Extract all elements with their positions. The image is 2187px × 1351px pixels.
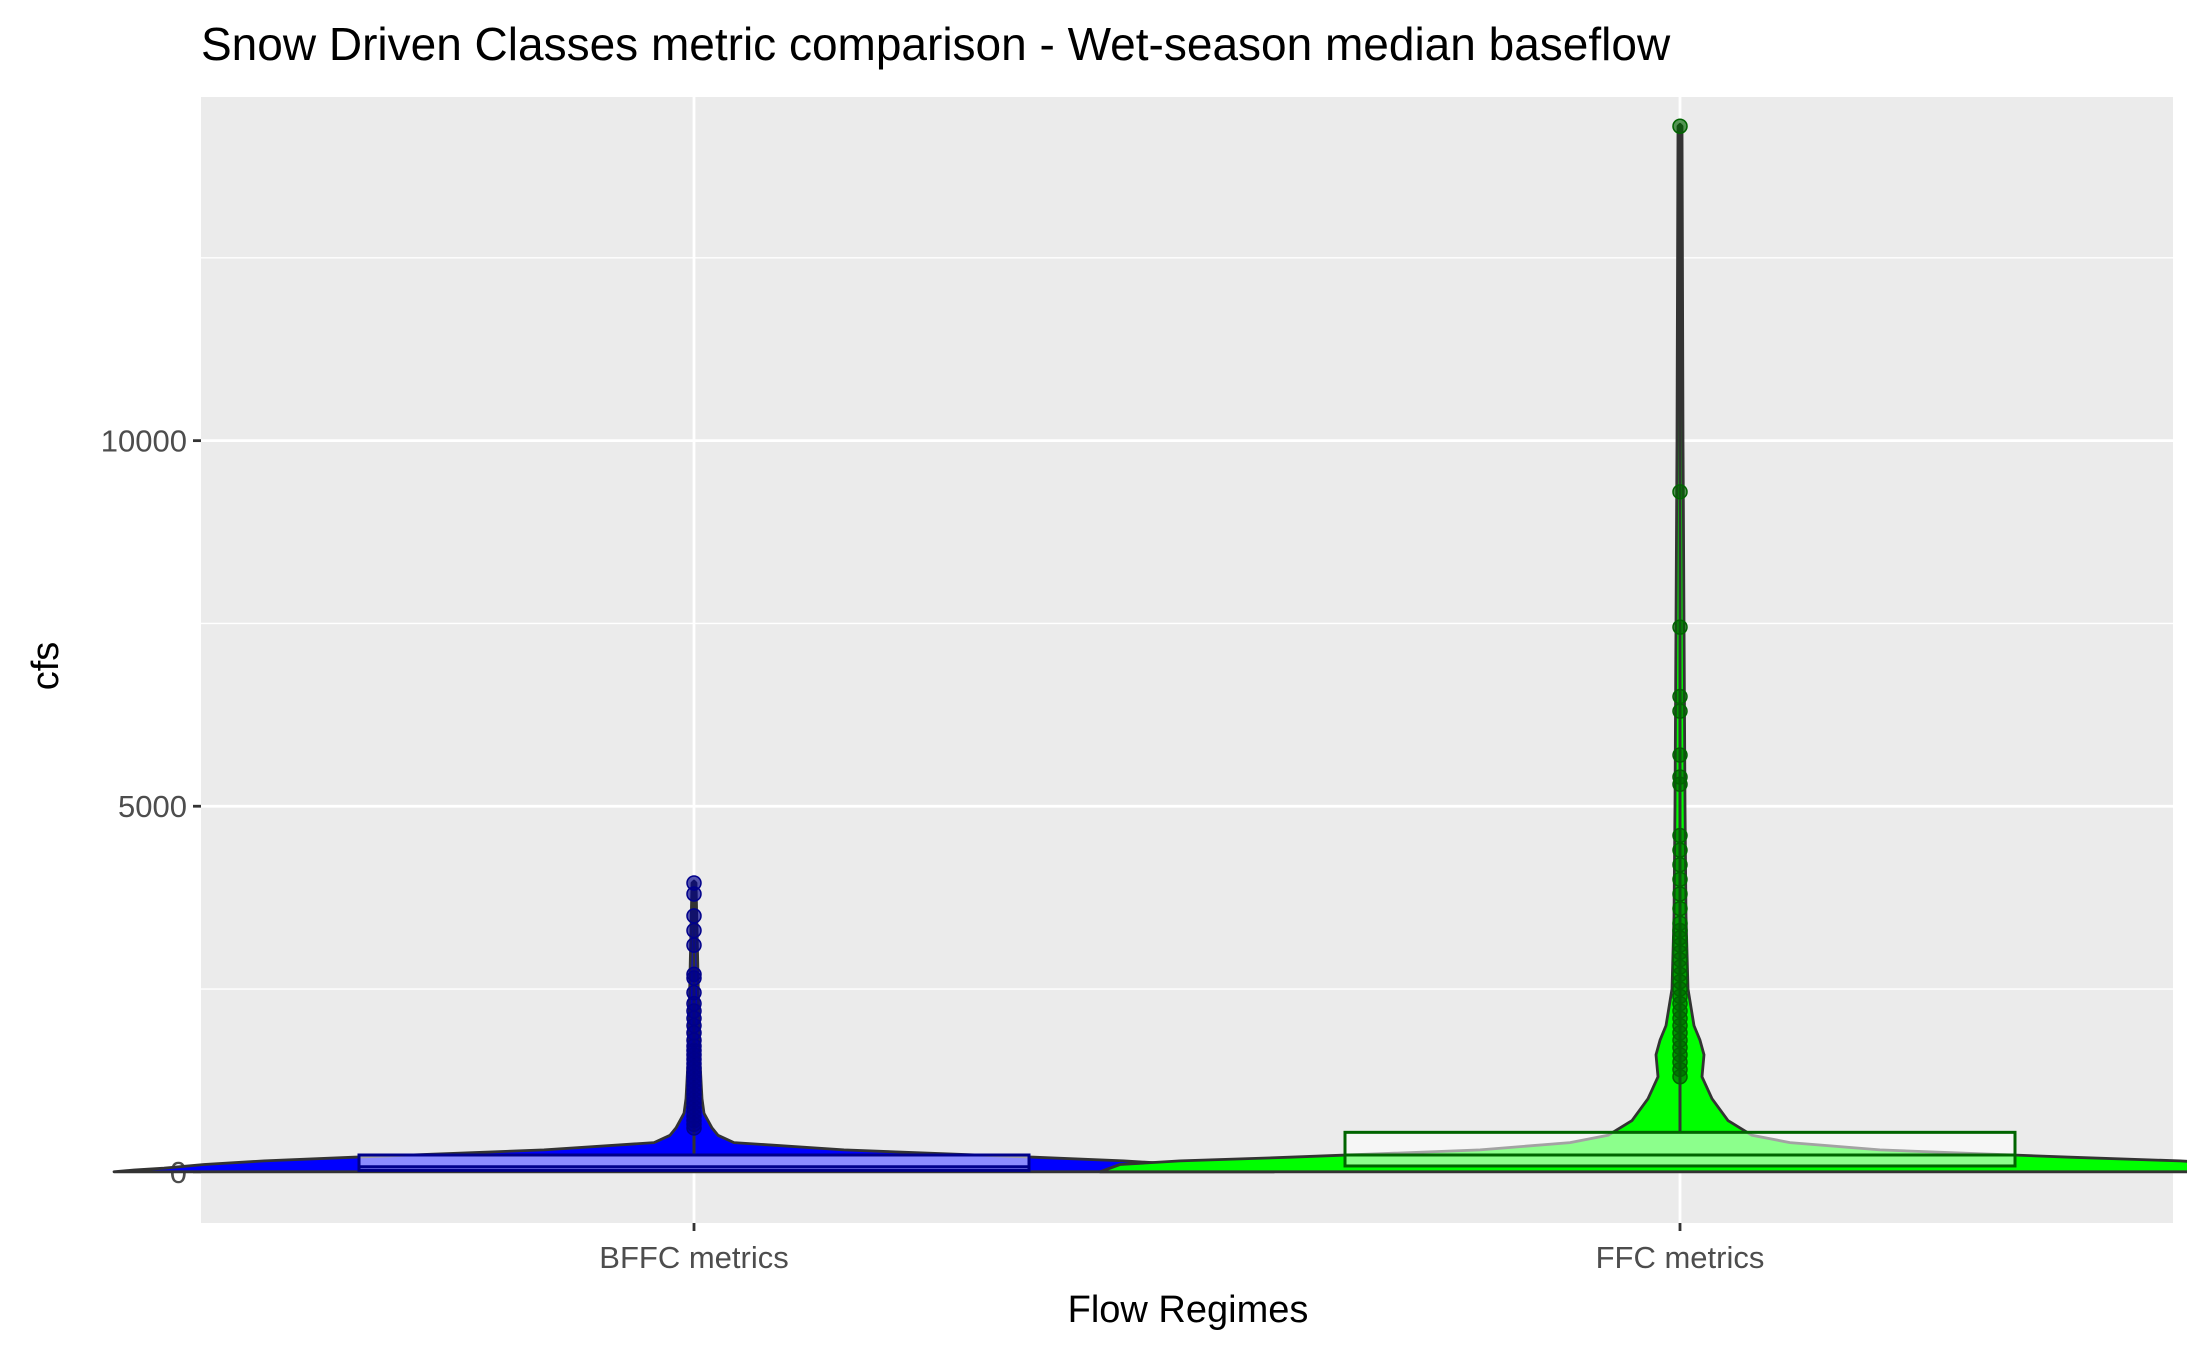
outlier-point (686, 937, 702, 953)
box-rect (1343, 1130, 2017, 1168)
outlier-point (686, 875, 702, 891)
outlier-point (1672, 747, 1688, 763)
outlier-point (1672, 827, 1688, 844)
outlier-point (1672, 900, 1688, 917)
chart-title: Snow Driven Classes metric comparison - … (201, 18, 1671, 70)
violin-group-2 (1098, 118, 2187, 1174)
plot-panel (201, 97, 2173, 1223)
violin-group-1 (112, 875, 1276, 1174)
outlier-point (1672, 871, 1688, 888)
y-tick-label: 10000 (101, 424, 187, 459)
outlier-point (1672, 886, 1688, 902)
outlier-point (1672, 703, 1688, 719)
outlier-point (686, 966, 702, 983)
outlier-point (1672, 915, 1688, 931)
outlier-point (1672, 118, 1688, 134)
y-tick-label: 5000 (118, 789, 187, 824)
outlier-point (686, 908, 702, 924)
x-tick-label: BFFC metrics (599, 1240, 788, 1275)
outlier-point (686, 922, 702, 939)
y-axis-title: cfs (25, 642, 67, 691)
outlier-point (1672, 842, 1688, 858)
x-axis-title: Flow Regimes (1068, 1289, 1309, 1331)
outlier-point (1672, 484, 1688, 500)
outlier-point (1672, 688, 1688, 705)
outlier-point (1672, 619, 1688, 635)
outlier-point (1672, 769, 1688, 785)
outlier-point (686, 984, 702, 1001)
outlier-point (1672, 856, 1688, 873)
x-tick-label: FFC metrics (1596, 1240, 1765, 1275)
